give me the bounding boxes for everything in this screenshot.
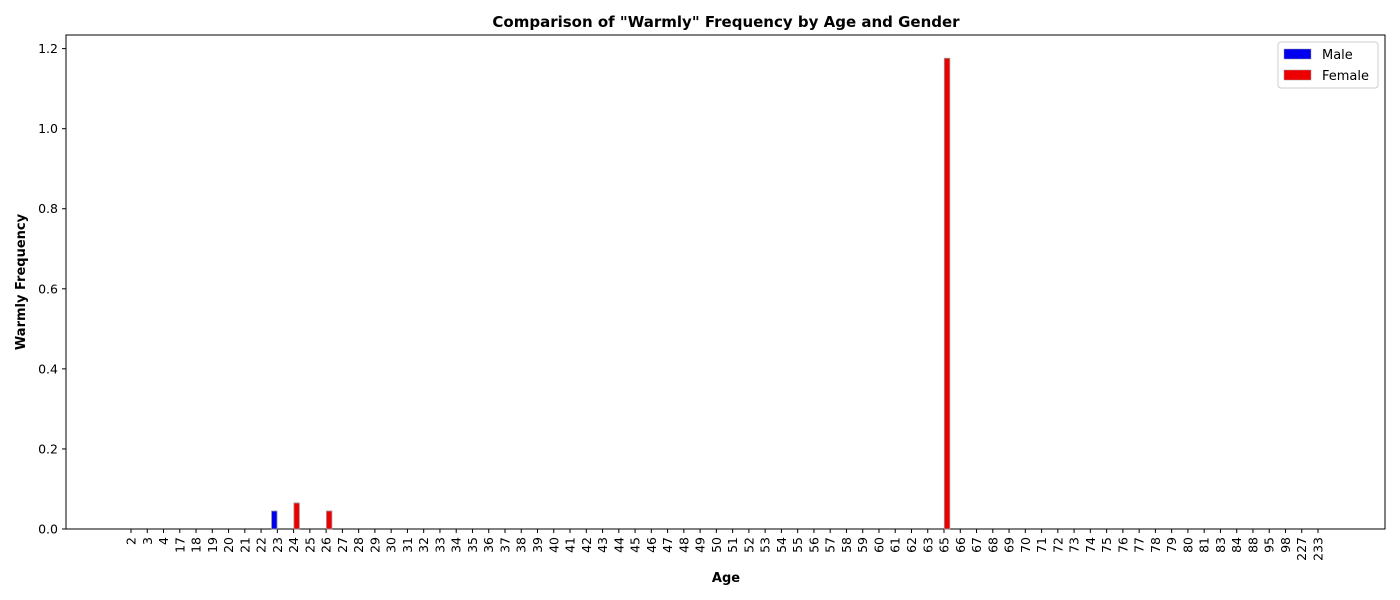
y-axis-label: Warmly Frequency xyxy=(14,213,29,350)
x-tick-label: 56 xyxy=(806,537,821,553)
bar-female-age-24 xyxy=(293,502,300,530)
x-tick-label: 95 xyxy=(1262,537,1277,553)
x-tick-label: 68 xyxy=(985,537,1000,553)
x-tick-label: 63 xyxy=(920,537,935,553)
y-tick-label: 0.8 xyxy=(38,201,58,216)
x-tick-label: 79 xyxy=(1164,537,1179,553)
x-tick-label: 66 xyxy=(953,537,968,553)
x-tick-label: 71 xyxy=(1034,537,1049,553)
legend-swatch-male xyxy=(1283,48,1312,60)
x-tick-label: 67 xyxy=(969,537,984,553)
x-tick-label: 51 xyxy=(725,537,740,553)
x-tick-label: 47 xyxy=(660,537,675,553)
x-tick-label: 69 xyxy=(1002,537,1017,553)
x-tick-label: 61 xyxy=(888,537,903,553)
x-tick-label: 54 xyxy=(774,537,789,553)
x-tick-label: 53 xyxy=(758,537,773,553)
x-tick-label: 29 xyxy=(367,537,382,553)
x-tick-label: 20 xyxy=(221,537,236,553)
x-tick-label: 52 xyxy=(741,537,756,553)
y-tick-label: 0.4 xyxy=(38,361,58,376)
x-tick-label: 45 xyxy=(628,537,643,553)
x-axis-label: Age xyxy=(712,571,740,586)
x-tick-label: 26 xyxy=(319,537,334,553)
x-tick-label: 55 xyxy=(790,537,805,553)
legend-label-male: Male xyxy=(1322,48,1353,63)
x-tick-label: 84 xyxy=(1229,537,1244,553)
x-tick-label: 34 xyxy=(449,537,464,553)
x-axis: 2 3 4 17 18 19 20 21 22 23 24 25 26 27 28 29 30 31 32 33 34 3… xyxy=(124,529,1326,561)
x-tick-label: 31 xyxy=(400,537,415,553)
x-tick-label: 37 xyxy=(497,537,512,553)
x-tick-label: 39 xyxy=(530,537,545,553)
chart-title: Comparison of "Warmly" Frequency by Age … xyxy=(492,13,960,31)
x-tick-label: 43 xyxy=(595,537,610,553)
y-tick-label: 1.0 xyxy=(38,121,58,136)
x-tick-label: 24 xyxy=(286,537,301,553)
x-tick-label: 72 xyxy=(1050,537,1065,553)
y-tick-label: 0.2 xyxy=(38,441,58,456)
x-tick-label: 49 xyxy=(693,537,708,553)
y-tick-label: 0.6 xyxy=(38,281,58,296)
x-tick-label: 59 xyxy=(855,537,870,553)
x-tick-label: 60 xyxy=(871,537,886,553)
x-tick-label: 74 xyxy=(1083,537,1098,553)
x-tick-label: 57 xyxy=(823,537,838,553)
x-tick-label: 50 xyxy=(709,537,724,553)
x-tick-label: 30 xyxy=(384,537,399,553)
x-tick-label: 2 xyxy=(124,537,139,545)
x-tick-label: 46 xyxy=(644,537,659,553)
x-tick-label: 76 xyxy=(1115,537,1130,553)
plot-area xyxy=(65,34,1386,530)
x-tick-label: 78 xyxy=(1148,537,1163,553)
x-tick-label: 3 xyxy=(140,537,155,545)
x-tick-label: 73 xyxy=(1067,537,1082,553)
x-tick-label: 48 xyxy=(676,537,691,553)
x-tick-label: 98 xyxy=(1278,537,1293,553)
x-tick-label: 36 xyxy=(481,537,496,553)
x-tick-label: 44 xyxy=(611,537,626,553)
x-tick-label: 81 xyxy=(1197,537,1212,553)
x-tick-label: 233 xyxy=(1311,537,1326,561)
x-tick-label: 19 xyxy=(205,537,220,553)
x-tick-label: 33 xyxy=(432,537,447,553)
x-tick-label: 58 xyxy=(839,537,854,553)
x-tick-label: 42 xyxy=(579,537,594,553)
x-tick-label: 32 xyxy=(416,537,431,553)
x-tick-label: 25 xyxy=(302,537,317,553)
x-tick-label: 83 xyxy=(1213,537,1228,553)
x-tick-label: 35 xyxy=(465,537,480,553)
legend-swatch-female xyxy=(1283,69,1312,81)
bar-male-age-23 xyxy=(271,510,278,530)
x-tick-label: 80 xyxy=(1180,537,1195,553)
y-tick-label: 1.2 xyxy=(38,41,58,56)
x-tick-label: 77 xyxy=(1132,537,1147,553)
x-tick-label: 62 xyxy=(904,537,919,553)
y-tick-label: 0.0 xyxy=(38,522,58,537)
x-tick-label: 40 xyxy=(546,537,561,553)
x-tick-label: 23 xyxy=(270,537,285,553)
bars xyxy=(271,57,951,530)
x-tick-label: 70 xyxy=(1018,537,1033,553)
legend: Male Female xyxy=(1277,41,1379,89)
x-tick-label: 22 xyxy=(254,537,269,553)
x-tick-label: 21 xyxy=(237,537,252,553)
x-tick-label: 18 xyxy=(189,537,204,553)
x-tick-label: 41 xyxy=(563,537,578,553)
x-tick-label: 27 xyxy=(335,537,350,553)
x-tick-label: 65 xyxy=(937,537,952,553)
x-tick-label: 38 xyxy=(514,537,529,553)
bar-female-age-65 xyxy=(943,57,951,530)
y-axis: 0.0 0.2 0.4 0.6 0.8 1.0 1.2 xyxy=(38,41,66,537)
bar-female-age-26 xyxy=(326,510,333,530)
x-tick-label: 28 xyxy=(351,537,366,553)
x-tick-label: 4 xyxy=(156,537,171,545)
x-tick-label: 75 xyxy=(1099,537,1114,553)
x-tick-label: 88 xyxy=(1245,537,1260,553)
legend-label-female: Female xyxy=(1322,69,1369,84)
x-tick-label: 227 xyxy=(1294,537,1309,561)
x-tick-label: 17 xyxy=(172,537,187,553)
